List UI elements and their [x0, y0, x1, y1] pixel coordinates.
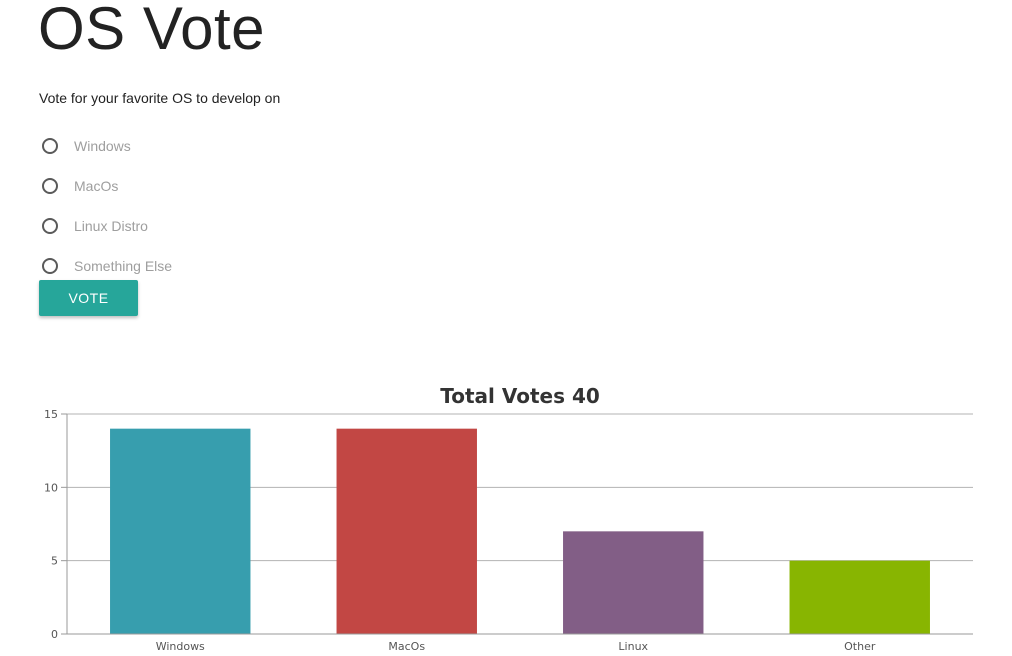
- radio-icon[interactable]: [42, 258, 58, 274]
- bar-linux: [563, 531, 704, 634]
- bar-macos: [336, 428, 477, 634]
- option-linux-distro[interactable]: Linux Distro: [42, 206, 342, 246]
- os-options-group: Windows MacOs Linux Distro Something Els…: [42, 126, 342, 286]
- x-tick-label: Windows: [156, 640, 205, 653]
- votes-chart-svg: Total Votes 40 0 5 10 15 Windows MacOs Linux Oth…: [44, 384, 973, 653]
- x-tick-label: Other: [844, 640, 876, 653]
- radio-icon[interactable]: [42, 178, 58, 194]
- y-tick-label: 0: [51, 628, 58, 641]
- bar-other: [789, 560, 930, 634]
- option-label: Windows: [74, 138, 131, 154]
- y-tick-label: 10: [44, 481, 58, 494]
- option-label: MacOs: [74, 178, 119, 194]
- x-tick-label: Linux: [618, 640, 648, 653]
- y-tick-label: 15: [44, 408, 58, 421]
- y-tick-label: 5: [51, 555, 58, 568]
- bar-windows: [110, 428, 251, 634]
- option-label: Something Else: [74, 258, 173, 274]
- option-something-else[interactable]: Something Else: [42, 246, 342, 286]
- radio-icon[interactable]: [42, 218, 58, 234]
- chart-title: Total Votes 40: [440, 384, 600, 408]
- page-title: OS Vote: [38, 0, 265, 62]
- votes-chart: Total Votes 40 0 5 10 15 Windows MacOs Linux Oth…: [0, 370, 1012, 656]
- option-windows[interactable]: Windows: [42, 126, 342, 166]
- poll-prompt: Vote for your favorite OS to develop on: [39, 90, 281, 106]
- option-label: Linux Distro: [74, 218, 148, 234]
- radio-icon[interactable]: [42, 138, 58, 154]
- option-macos[interactable]: MacOs: [42, 166, 342, 206]
- x-tick-label: MacOs: [388, 640, 425, 653]
- vote-button[interactable]: VOTE: [39, 280, 138, 316]
